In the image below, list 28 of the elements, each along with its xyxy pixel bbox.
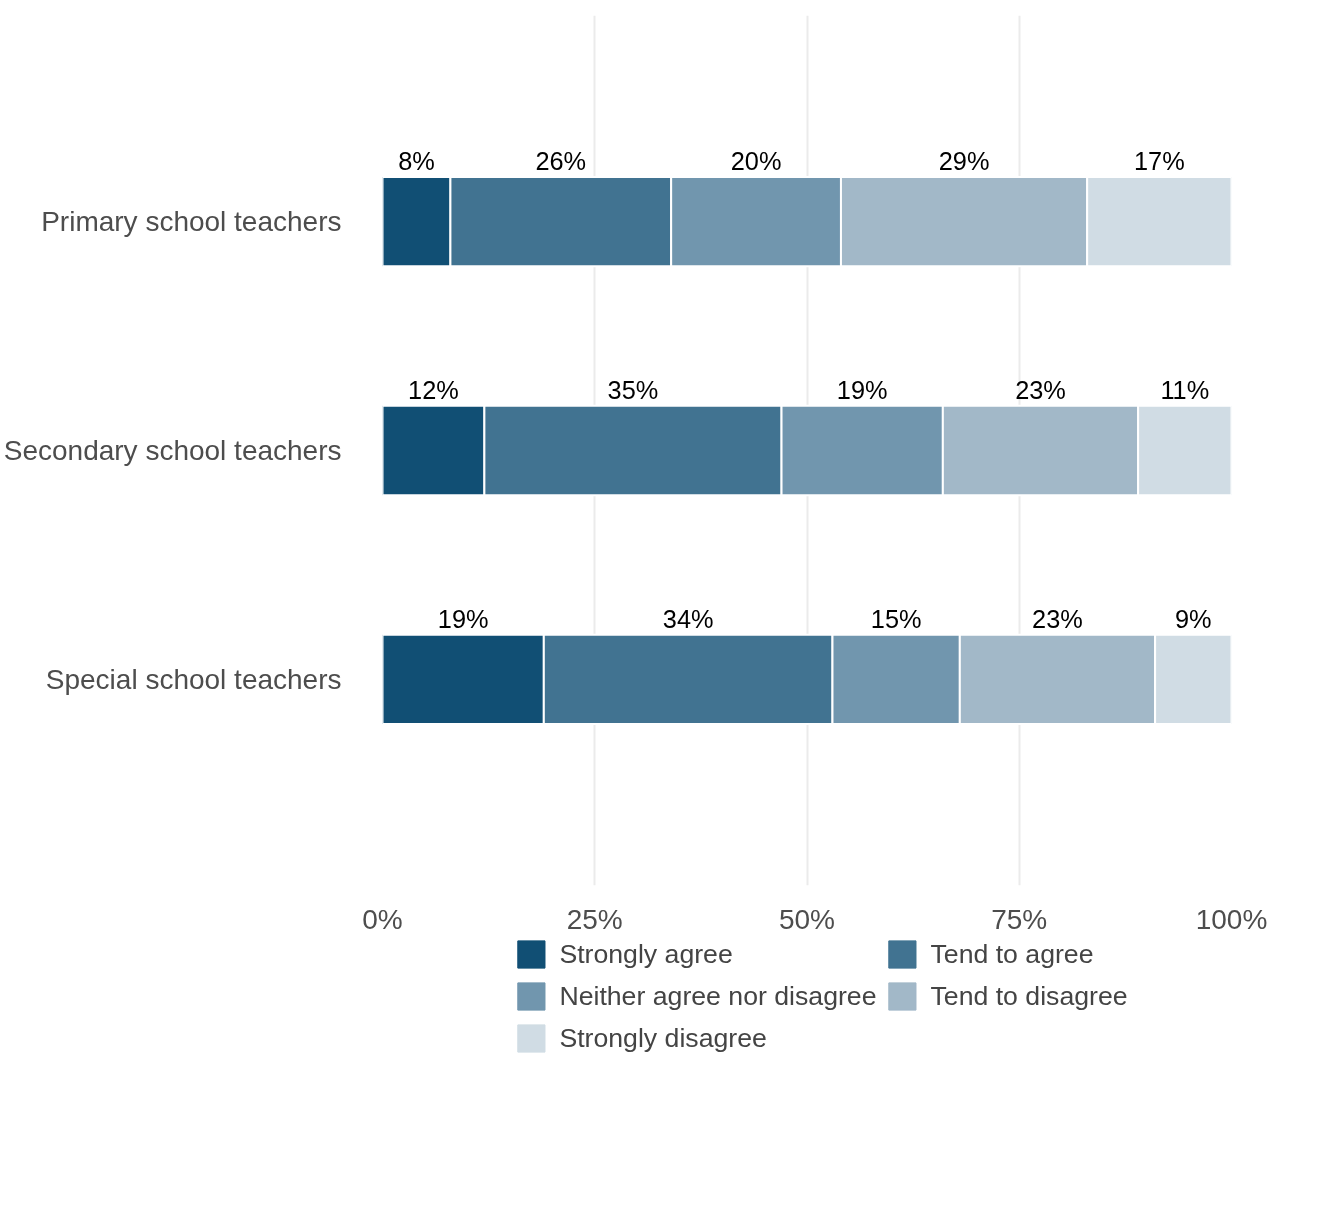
data-label: 20% [730,147,782,176]
legend-label: Tend to agree [930,938,1094,970]
data-label: 19% [437,604,489,633]
y-tick-label: Special school teachers [45,663,342,695]
data-label: 34% [662,604,714,633]
data-label: 12% [408,376,459,405]
y-tick-label: Primary school teachers [41,206,342,238]
data-label: 17% [1133,147,1185,176]
x-tick-label: 0% [362,903,403,935]
legend-label: Neither agree nor disagree [559,980,877,1012]
data-label: 11% [1160,376,1210,405]
x-tick-label: 25% [566,903,623,935]
x-tick-label: 75% [991,903,1048,935]
data-label: 9% [1174,604,1212,633]
x-tick-label: 50% [778,903,836,935]
data-label: 26% [535,147,587,176]
legend-label: Tend to disagree [930,980,1128,1012]
data-label: 35% [607,376,659,405]
data-label: 19% [836,376,888,405]
data-label: 29% [938,147,990,176]
y-tick-label: Secondary school teachers [3,435,342,466]
data-label: 23% [1015,376,1066,405]
data-label: 8% [398,147,435,176]
data-label: 15% [870,604,922,633]
legend-label: Strongly disagree [559,1022,767,1054]
legend-label: Strongly agree [559,938,733,970]
data-label: 23% [1032,604,1083,633]
x-tick-label: 100% [1195,903,1268,935]
